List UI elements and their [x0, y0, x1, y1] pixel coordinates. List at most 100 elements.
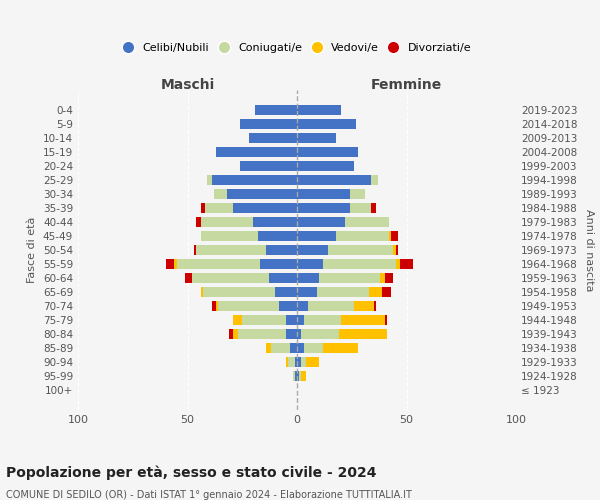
- Bar: [301, 371, 306, 382]
- Bar: [242, 315, 286, 326]
- Bar: [304, 343, 323, 353]
- Bar: [275, 287, 297, 298]
- Bar: [395, 259, 400, 270]
- Bar: [218, 301, 280, 312]
- Bar: [297, 216, 345, 227]
- Bar: [371, 202, 376, 213]
- Text: Popolazione per età, sesso e stato civile - 2024: Popolazione per età, sesso e stato civil…: [6, 465, 377, 479]
- Bar: [290, 343, 297, 353]
- Bar: [323, 259, 395, 270]
- Bar: [280, 301, 297, 312]
- Bar: [385, 273, 394, 283]
- Bar: [240, 160, 297, 171]
- Bar: [371, 174, 378, 185]
- Bar: [288, 357, 295, 368]
- Bar: [297, 118, 356, 129]
- Bar: [200, 202, 205, 213]
- Bar: [260, 259, 297, 270]
- Text: COMUNE DI SEDILO (OR) - Dati ISTAT 1° gennaio 2024 - Elaborazione TUTTITALIA.IT: COMUNE DI SEDILO (OR) - Dati ISTAT 1° ge…: [6, 490, 412, 500]
- Bar: [297, 329, 301, 340]
- Bar: [200, 230, 257, 241]
- Bar: [297, 287, 317, 298]
- Bar: [196, 244, 266, 256]
- Bar: [207, 174, 212, 185]
- Bar: [350, 188, 365, 199]
- Y-axis label: Fasce di età: Fasce di età: [28, 217, 37, 283]
- Bar: [214, 188, 227, 199]
- Bar: [297, 160, 354, 171]
- Bar: [301, 357, 306, 368]
- Bar: [319, 273, 380, 283]
- Bar: [369, 287, 382, 298]
- Bar: [175, 259, 176, 270]
- Bar: [328, 244, 394, 256]
- Bar: [266, 343, 271, 353]
- Bar: [297, 343, 304, 353]
- Bar: [374, 301, 376, 312]
- Bar: [382, 287, 391, 298]
- Bar: [185, 273, 192, 283]
- Bar: [341, 315, 385, 326]
- Bar: [297, 259, 323, 270]
- Bar: [354, 301, 374, 312]
- Bar: [249, 132, 297, 143]
- Y-axis label: Anni di nascita: Anni di nascita: [584, 209, 594, 291]
- Bar: [196, 216, 200, 227]
- Bar: [297, 132, 337, 143]
- Bar: [256, 104, 297, 115]
- Bar: [240, 118, 297, 129]
- Bar: [238, 329, 286, 340]
- Bar: [301, 329, 338, 340]
- Bar: [323, 343, 358, 353]
- Bar: [253, 216, 297, 227]
- Bar: [297, 174, 371, 185]
- Bar: [400, 259, 413, 270]
- Bar: [227, 188, 297, 199]
- Bar: [295, 371, 297, 382]
- Bar: [295, 357, 297, 368]
- Bar: [257, 230, 297, 241]
- Bar: [297, 230, 337, 241]
- Bar: [297, 146, 358, 157]
- Bar: [306, 357, 319, 368]
- Bar: [176, 259, 260, 270]
- Bar: [212, 174, 297, 185]
- Bar: [192, 273, 269, 283]
- Bar: [205, 202, 233, 213]
- Bar: [297, 273, 319, 283]
- Bar: [216, 301, 218, 312]
- Bar: [286, 329, 297, 340]
- Bar: [269, 273, 297, 283]
- Bar: [389, 230, 391, 241]
- Bar: [233, 315, 242, 326]
- Bar: [304, 315, 341, 326]
- Bar: [216, 146, 297, 157]
- Bar: [297, 244, 328, 256]
- Bar: [293, 371, 295, 382]
- Bar: [200, 216, 253, 227]
- Bar: [297, 188, 350, 199]
- Bar: [297, 104, 341, 115]
- Bar: [394, 244, 395, 256]
- Bar: [286, 357, 288, 368]
- Bar: [212, 301, 216, 312]
- Bar: [203, 287, 275, 298]
- Bar: [345, 216, 389, 227]
- Bar: [271, 343, 290, 353]
- Bar: [297, 371, 299, 382]
- Bar: [297, 301, 308, 312]
- Legend: Celibi/Nubili, Coniugati/e, Vedovi/e, Divorziati/e: Celibi/Nubili, Coniugati/e, Vedovi/e, Di…: [118, 38, 476, 58]
- Bar: [338, 329, 387, 340]
- Bar: [229, 329, 233, 340]
- Bar: [385, 315, 387, 326]
- Bar: [391, 230, 398, 241]
- Bar: [297, 202, 350, 213]
- Bar: [166, 259, 175, 270]
- Bar: [286, 315, 297, 326]
- Bar: [266, 244, 297, 256]
- Bar: [233, 202, 297, 213]
- Text: Maschi: Maschi: [160, 78, 215, 92]
- Bar: [194, 244, 196, 256]
- Bar: [317, 287, 369, 298]
- Bar: [297, 315, 304, 326]
